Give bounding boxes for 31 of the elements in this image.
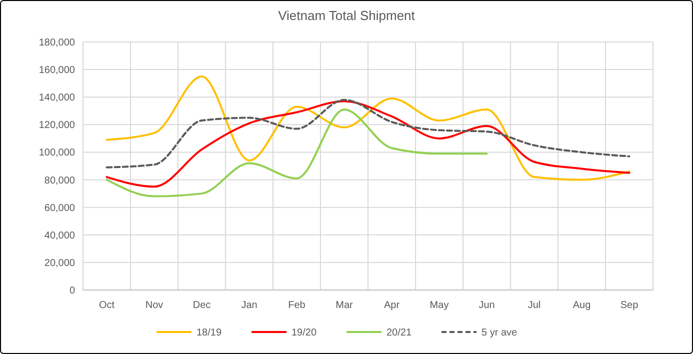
y-tick-label: 180,000 [38, 38, 76, 48]
x-tick-label: Oct [98, 300, 115, 311]
x-tick-label: Feb [288, 300, 306, 311]
legend-label: 19/20 [292, 328, 317, 338]
x-tick-label: Jul [528, 300, 541, 311]
y-tick-label: 120,000 [38, 120, 76, 132]
line-series [106, 108, 488, 198]
y-tick-label: 80,000 [44, 175, 76, 186]
x-tick-label: Jan [241, 300, 258, 311]
y-tick-label: 60,000 [44, 202, 76, 214]
y-tick-label: 140,000 [38, 92, 76, 104]
line-series [106, 75, 630, 181]
y-tick-label: 160,000 [38, 65, 76, 76]
legend-label: 20/21 [386, 328, 412, 338]
x-tick-label: Dec [192, 300, 211, 311]
x-tick-label: Apr [384, 300, 400, 311]
y-tick-label: 100,000 [38, 148, 76, 159]
x-tick-label: Sep [620, 300, 639, 311]
chart-title: Vietnam Total Shipment [278, 8, 416, 23]
x-tick-label: Nov [145, 300, 164, 311]
x-tick-label: Jun [478, 300, 495, 311]
y-tick-label: 0 [69, 286, 76, 296]
y-tick-label: 20,000 [44, 258, 76, 269]
line-series [106, 100, 630, 188]
x-tick-label: Aug [572, 300, 591, 311]
line-series [106, 98, 630, 168]
x-tick-label: Mar [336, 300, 354, 311]
legend-label: 5 yr ave [482, 328, 518, 338]
x-tick-label: May [430, 300, 449, 311]
legend-label: 18/19 [196, 328, 222, 338]
y-tick-label: 40,000 [44, 230, 76, 242]
